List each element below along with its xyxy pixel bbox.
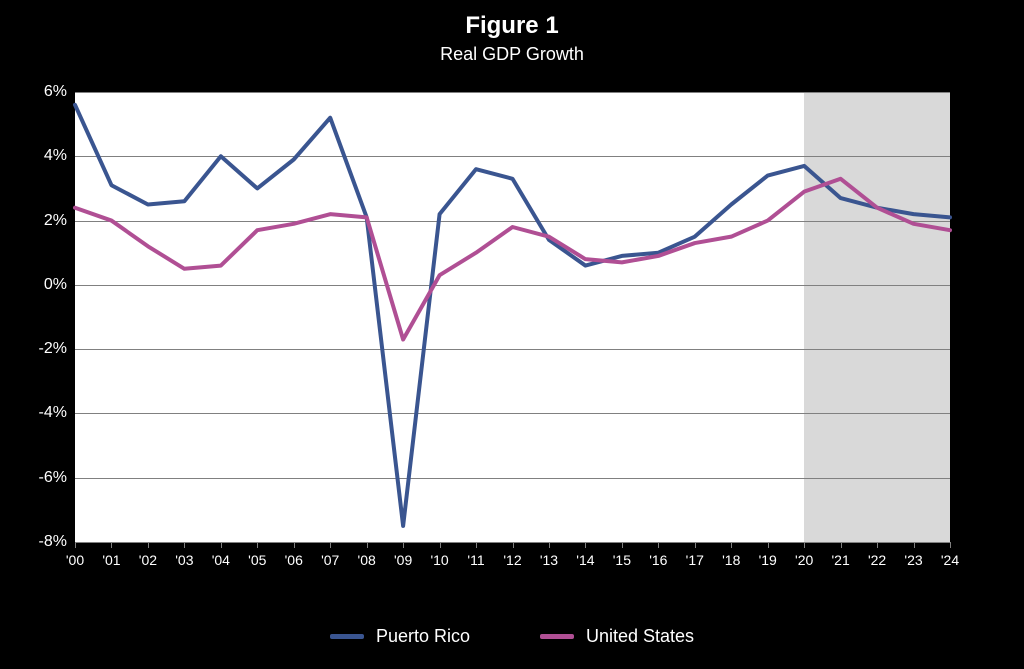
x-tick-label: '11	[467, 552, 484, 568]
x-tick	[695, 542, 696, 548]
y-tick-label: 6%	[7, 83, 67, 101]
x-tick-label: '01	[102, 552, 120, 568]
series-lines	[75, 92, 950, 542]
legend-label: Puerto Rico	[376, 626, 470, 647]
x-tick	[549, 542, 550, 548]
x-tick-label: '03	[175, 552, 193, 568]
x-tick	[731, 542, 732, 548]
y-tick-label: -4%	[7, 404, 67, 422]
series-line	[75, 105, 950, 526]
x-tick-label: '12	[503, 552, 521, 568]
x-tick-label: '19	[759, 552, 777, 568]
x-tick	[950, 542, 951, 548]
x-tick-label: '14	[576, 552, 594, 568]
x-tick-label: '20	[795, 552, 813, 568]
y-tick-label: 4%	[7, 147, 67, 165]
x-tick-label: '07	[321, 552, 339, 568]
plot-area	[75, 92, 950, 542]
x-tick	[914, 542, 915, 548]
chart-subtitle: Real GDP Growth	[0, 44, 1024, 65]
series-line	[75, 179, 950, 340]
x-tick-label: '09	[394, 552, 412, 568]
x-tick-label: '17	[686, 552, 704, 568]
y-tick-label: -2%	[7, 340, 67, 358]
x-tick	[403, 542, 404, 548]
x-tick-label: '16	[649, 552, 667, 568]
x-tick-label: '08	[358, 552, 376, 568]
x-tick-label: '05	[248, 552, 266, 568]
x-tick	[622, 542, 623, 548]
x-tick	[877, 542, 878, 548]
x-tick-label: '13	[540, 552, 558, 568]
y-tick-label: 0%	[7, 276, 67, 294]
x-tick-label: '24	[941, 552, 959, 568]
x-tick-label: '10	[430, 552, 448, 568]
x-tick-label: '00	[66, 552, 84, 568]
x-tick	[111, 542, 112, 548]
x-tick	[257, 542, 258, 548]
x-tick	[221, 542, 222, 548]
x-tick-label: '15	[613, 552, 631, 568]
legend-swatch	[330, 634, 364, 639]
x-tick-label: '23	[904, 552, 922, 568]
x-tick	[476, 542, 477, 548]
x-tick	[513, 542, 514, 548]
legend: Puerto Rico United States	[0, 626, 1024, 647]
x-tick	[841, 542, 842, 548]
x-tick	[367, 542, 368, 548]
x-tick	[658, 542, 659, 548]
x-tick	[330, 542, 331, 548]
x-tick	[184, 542, 185, 548]
x-tick-label: '21	[832, 552, 850, 568]
x-tick	[440, 542, 441, 548]
legend-swatch	[540, 634, 574, 639]
legend-label: United States	[586, 626, 694, 647]
x-tick-label: '22	[868, 552, 886, 568]
legend-item-puerto-rico: Puerto Rico	[330, 626, 470, 647]
x-tick-label: '04	[212, 552, 230, 568]
x-tick-label: '02	[139, 552, 157, 568]
chart-frame: Figure 1 Real GDP Growth -8% -6% -4% -2% 0% 2…	[0, 0, 1024, 669]
x-tick	[585, 542, 586, 548]
x-tick-label: '06	[285, 552, 303, 568]
x-tick	[294, 542, 295, 548]
x-tick	[768, 542, 769, 548]
y-tick-label: -8%	[7, 533, 67, 551]
legend-item-united-states: United States	[540, 626, 694, 647]
x-tick	[148, 542, 149, 548]
x-tick	[75, 542, 76, 548]
y-tick-label: 2%	[7, 212, 67, 230]
x-tick-label: '18	[722, 552, 740, 568]
chart-title: Figure 1	[0, 12, 1024, 40]
x-tick	[804, 542, 805, 548]
y-tick-label: -6%	[7, 469, 67, 487]
